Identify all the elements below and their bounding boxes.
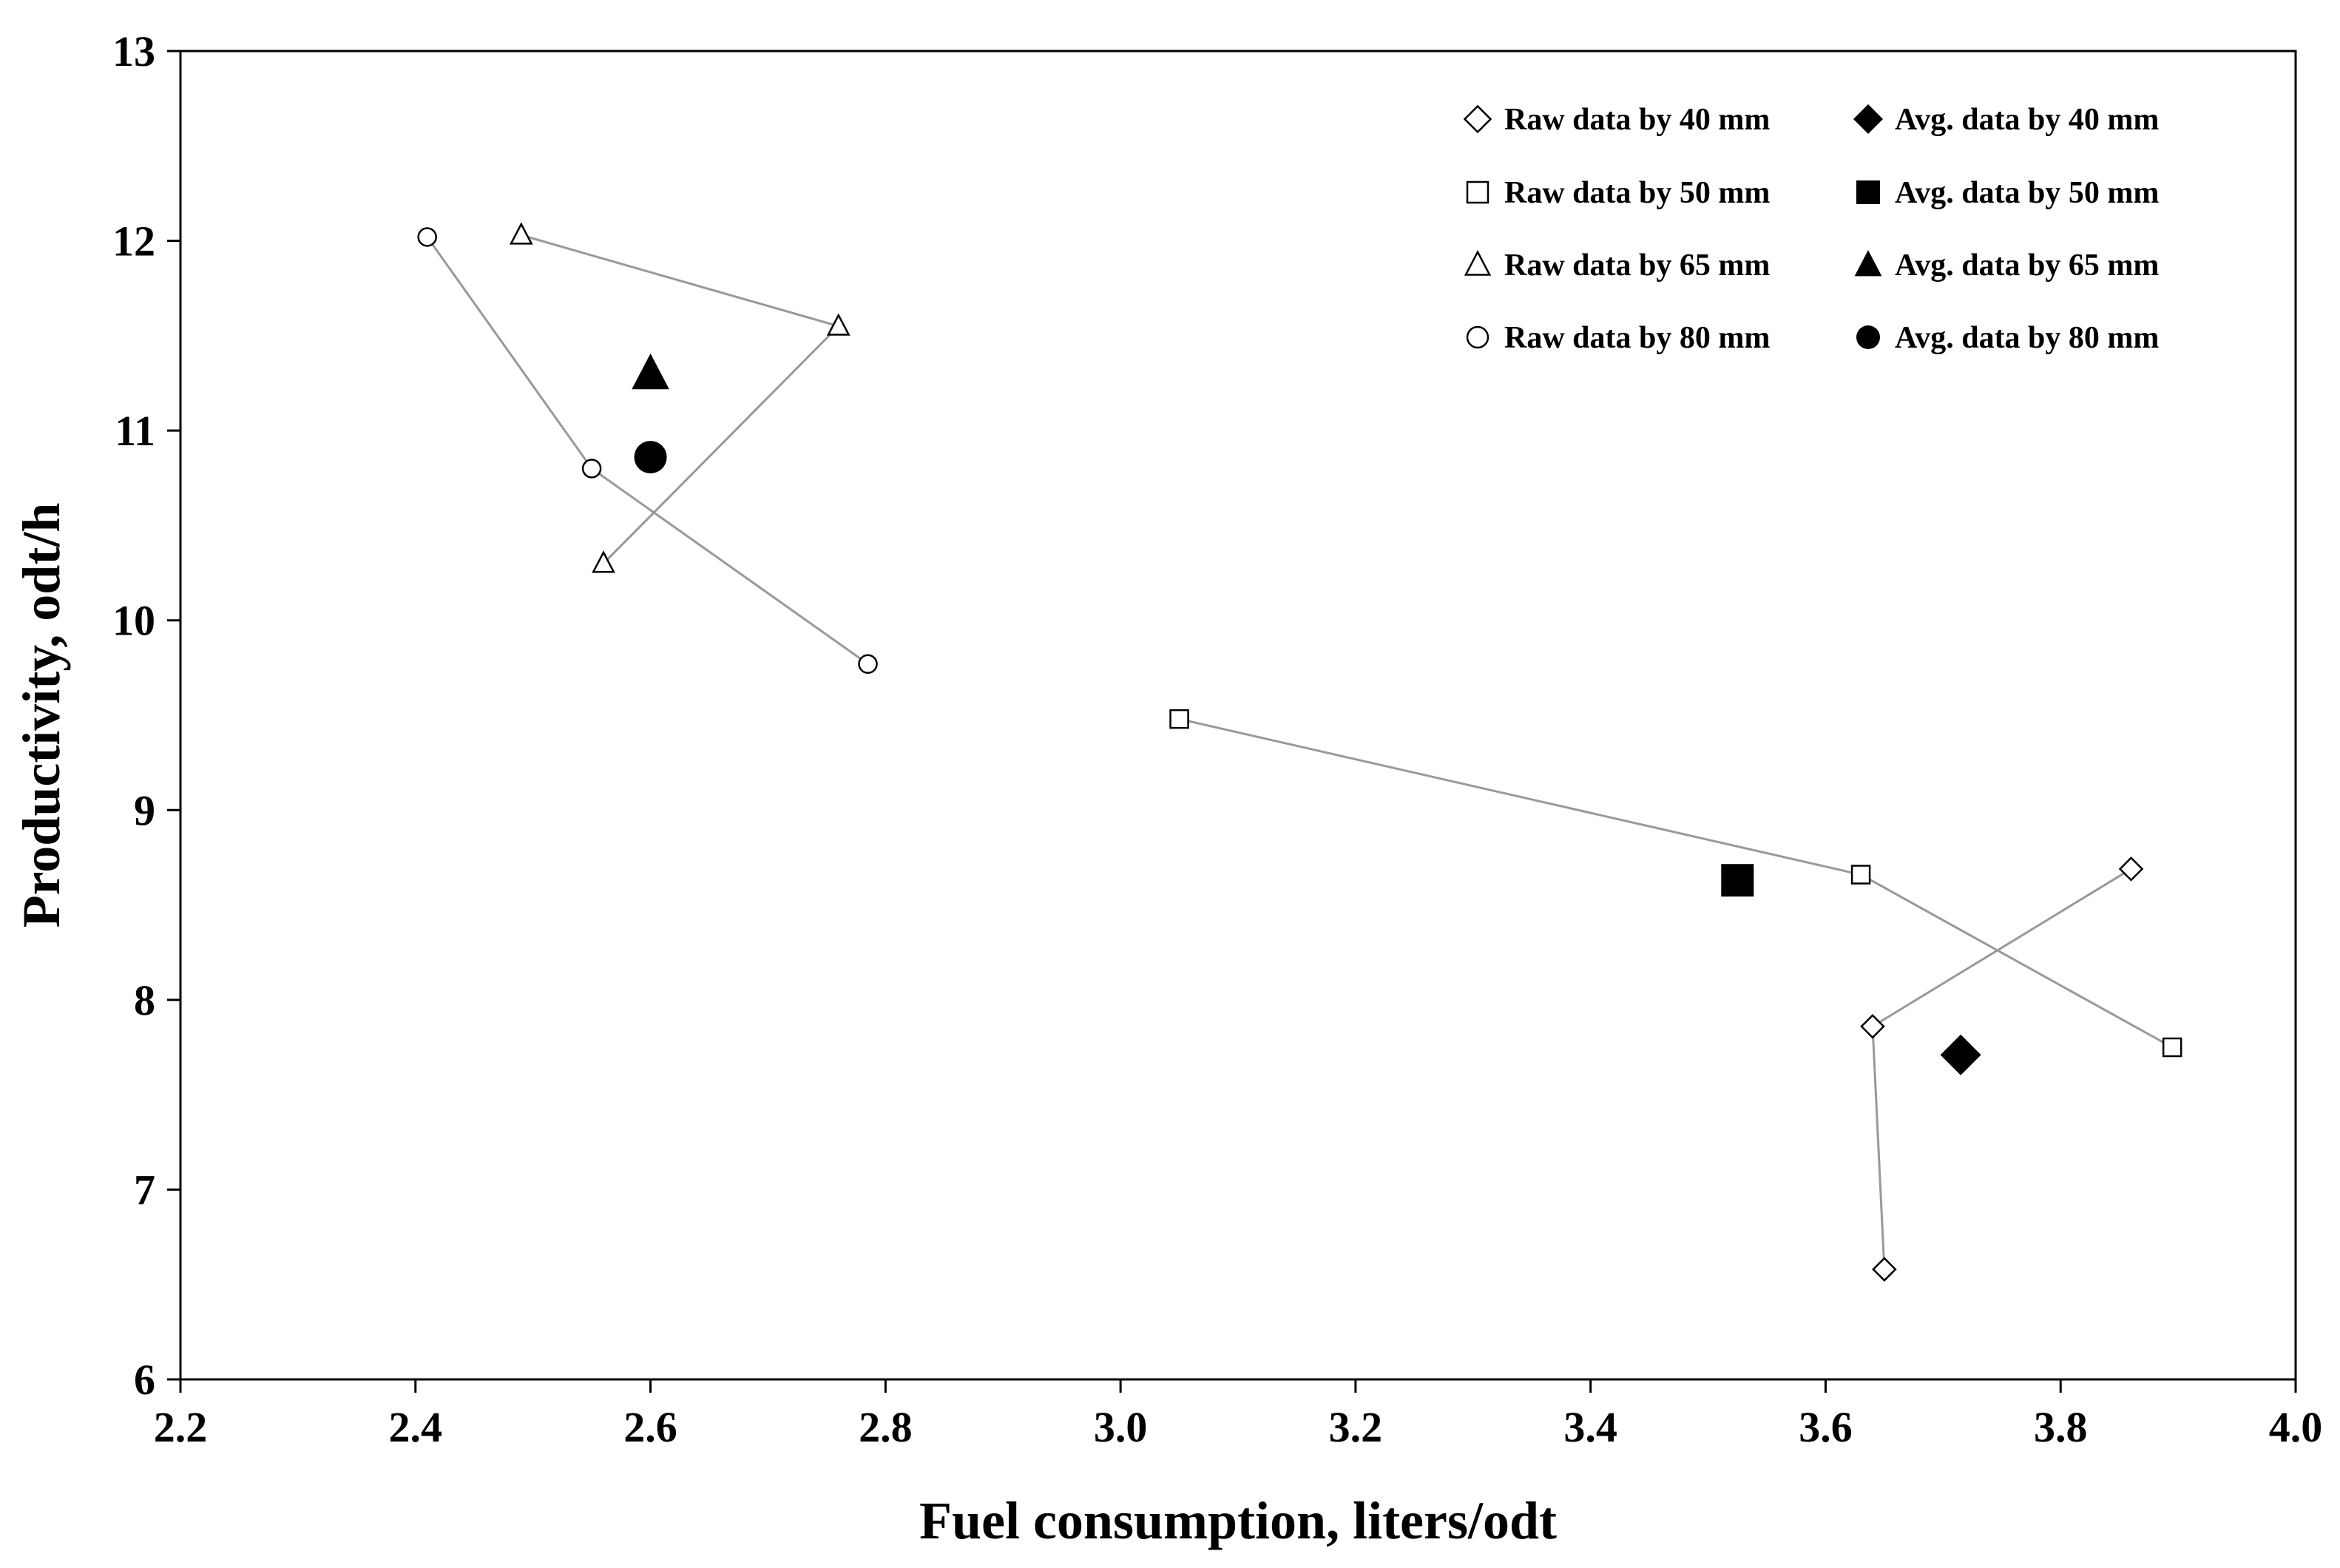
y-tick-label: 13 <box>112 27 155 75</box>
raw-data-by-80-mm-point <box>417 227 437 247</box>
legend: Raw data by 40 mm Avg. data by 40 mm Raw d… <box>1463 103 2159 355</box>
raw-data-by-80-mm-point <box>581 459 602 479</box>
legend-marker-raw-data-by-65-mm <box>1464 249 1492 276</box>
avg-data-by-40-mm-point <box>1940 1034 1981 1075</box>
x-tick-label: 4.0 <box>2269 1403 2323 1451</box>
avg-data-by-50-mm-point <box>1721 864 1754 897</box>
legend-marker-avg-data-by-80-mm <box>1856 325 1880 349</box>
raw-data-by-80-mm-point <box>858 654 878 674</box>
x-tick-label: 2.4 <box>389 1403 443 1451</box>
legend-marker-avg-data-by-65-mm <box>1854 250 1882 277</box>
legend-marker-avg-data-by-50-mm <box>1856 180 1880 204</box>
y-tick-label: 6 <box>134 1356 155 1404</box>
y-tick-label: 9 <box>134 786 155 834</box>
raw-data-by-50-mm-point <box>2162 1037 2182 1058</box>
legend-label-avg-data-by-80-mm: Avg. data by 80 mm <box>1895 321 2159 355</box>
legend-label-avg-data-by-40-mm: Avg. data by 40 mm <box>1895 103 2159 137</box>
raw-data-by-65-mm-point <box>509 222 533 245</box>
y-axis-title: Productivity, odt/h <box>12 503 71 928</box>
x-tick-label: 3.4 <box>1563 1403 1617 1451</box>
x-tick-label: 3.8 <box>2034 1403 2088 1451</box>
avg-data-by-65-mm-point <box>632 353 669 390</box>
y-tick-label: 10 <box>112 597 155 645</box>
x-axis-title: Fuel consumption, liters/odt <box>919 1491 1557 1550</box>
raw-data-by-65-mm-point <box>592 550 615 573</box>
raw-data-by-50-mm-point <box>1850 865 1871 885</box>
legend-marker-avg-data-by-40-mm <box>1853 104 1883 134</box>
raw-data-by-40-mm-point <box>2118 856 2144 882</box>
legend-marker-raw-data-by-40-mm <box>1463 104 1492 134</box>
x-axis: 2.2 2.4 2.6 2.8 3.0 3.2 3.4 3.6 3.8 4.0 <box>154 1379 2323 1451</box>
raw-data-by-65-mm-point <box>826 313 851 336</box>
y-tick-label: 11 <box>115 407 155 455</box>
legend-label-avg-data-by-65-mm: Avg. data by 65 mm <box>1895 249 2159 283</box>
legend-marker-raw-data-by-50-mm <box>1466 180 1489 204</box>
x-tick-label: 3.2 <box>1329 1403 1383 1451</box>
x-tick-label: 3.0 <box>1094 1403 1148 1451</box>
raw-data-by-40-mm-point <box>1860 1014 1885 1039</box>
y-tick-label: 12 <box>112 217 155 266</box>
y-tick-label: 8 <box>134 976 155 1024</box>
legend-label-avg-data-by-50-mm: Avg. data by 50 mm <box>1895 176 2159 210</box>
x-tick-label: 2.2 <box>154 1403 208 1451</box>
legend-label-raw-data-by-65-mm: Raw data by 65 mm <box>1504 249 1770 283</box>
x-tick-label: 2.8 <box>859 1403 913 1451</box>
series-markers <box>417 222 2182 1282</box>
y-tick-label: 7 <box>134 1166 155 1214</box>
avg-data-by-80-mm-point <box>634 441 667 474</box>
y-axis: 6 7 8 9 10 11 12 13 <box>112 27 180 1404</box>
plot-frame <box>179 50 2297 1381</box>
legend-label-raw-data-by-40-mm: Raw data by 40 mm <box>1504 103 1770 137</box>
raw-data-by-50-mm-point <box>1169 709 1189 729</box>
legend-marker-raw-data-by-80-mm <box>1466 325 1489 349</box>
x-tick-label: 3.6 <box>1799 1403 1853 1451</box>
legend-label-raw-data-by-80-mm: Raw data by 80 mm <box>1504 321 1770 355</box>
x-tick-label: 2.6 <box>623 1403 677 1451</box>
raw-data-by-40-mm-point <box>1872 1257 1897 1282</box>
legend-label-raw-data-by-50-mm: Raw data by 50 mm <box>1504 176 1770 210</box>
